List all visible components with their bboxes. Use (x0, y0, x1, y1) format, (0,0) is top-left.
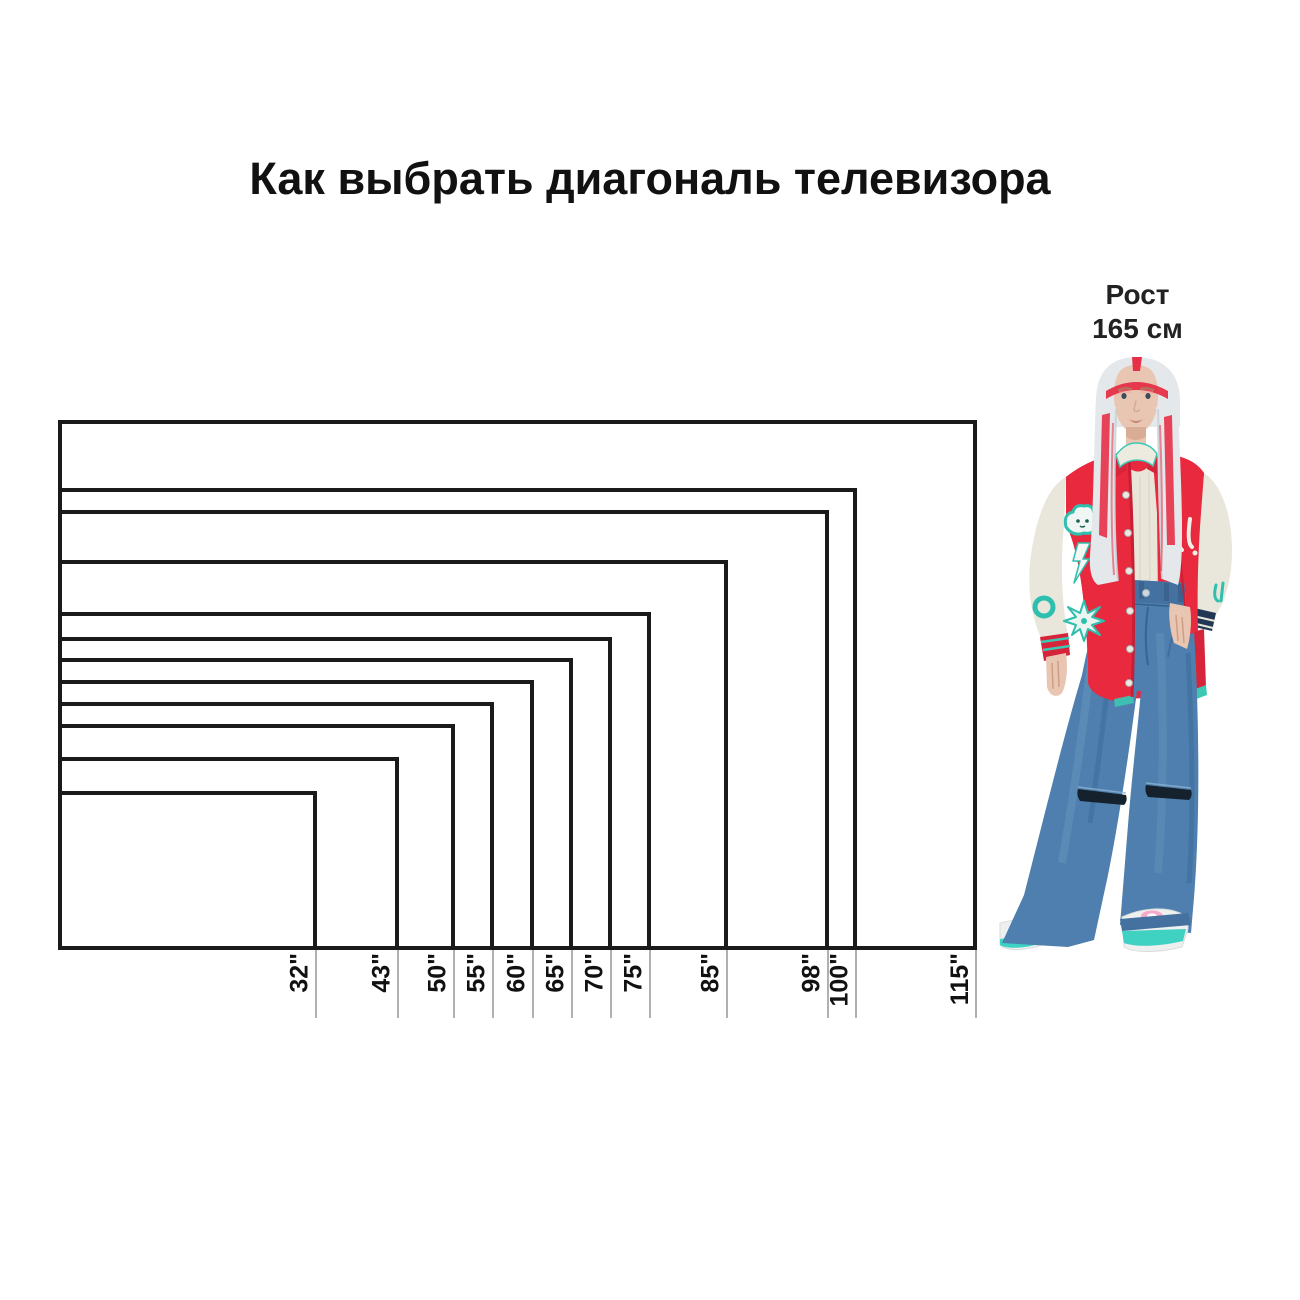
size-label-65: 65" (542, 953, 570, 993)
size-label-100: 100" (826, 953, 854, 1007)
jeans-rip-right (1145, 785, 1192, 800)
person-hair-streak-part (1132, 357, 1142, 371)
tick-line-75 (649, 950, 651, 1018)
person-nose (1133, 400, 1140, 413)
jeans-highlight-right (1154, 632, 1167, 874)
person-hair-strands (1110, 422, 1164, 576)
size-label-98: 98" (798, 953, 826, 993)
tick-line-65 (571, 950, 573, 1018)
tick-line-70 (610, 950, 612, 1018)
person-hair-streak-right (1164, 415, 1175, 545)
jacket-buttons (1122, 491, 1134, 687)
person-hair-streak-band (1106, 382, 1168, 399)
jacket-placket-edge (1127, 456, 1135, 698)
person-eye-right (1145, 393, 1151, 399)
jacket-collar-band (1115, 442, 1158, 469)
person-neck-shadow (1126, 427, 1146, 440)
patch-starburst (1063, 600, 1105, 642)
jeans-belt-loop (1178, 584, 1183, 602)
jeans-rip-left (1077, 789, 1127, 805)
tick-line-98 (827, 950, 829, 1018)
jeans-belt-loop (1139, 581, 1144, 599)
jacket-sleeve-right (1192, 473, 1232, 615)
size-label-55: 55" (463, 953, 491, 993)
person-eyebrows (1117, 386, 1155, 392)
tick-line-100 (855, 950, 857, 1018)
size-label-50: 50" (424, 953, 452, 993)
size-label-70: 70" (581, 953, 609, 993)
person-hand-right-in-pocket (1169, 603, 1191, 649)
person-face (1114, 365, 1158, 433)
size-label-115: 115" (946, 953, 974, 1006)
patch-elbow-ring (1032, 595, 1056, 619)
jeans-shade-left (1087, 682, 1111, 824)
jeans-rip-fray (1077, 782, 1192, 794)
person-height-line2: 165 см (1092, 313, 1183, 344)
jeans-hem-right (1120, 913, 1191, 931)
person-height-label: Рост 165 см (1035, 278, 1240, 346)
jeans-fly-stitch (1144, 606, 1149, 666)
patch-sleeve-glyph (1213, 581, 1225, 603)
tick-line-85 (726, 950, 728, 1018)
person-eye-left (1121, 393, 1127, 399)
size-label-60: 60" (503, 953, 531, 993)
tick-line-50 (453, 950, 455, 1018)
size-label-32: 32" (286, 953, 314, 993)
tick-line-115 (975, 950, 977, 1018)
tick-line-32 (315, 950, 317, 1018)
patch-lightning (1072, 542, 1091, 584)
jeans-shade-right (1185, 652, 1195, 884)
size-label-43: 43" (368, 953, 396, 993)
jacket-hem-left-teal (1114, 695, 1134, 707)
jeans (1002, 579, 1199, 947)
person-hand-left (1046, 653, 1067, 696)
jeans-belt-loop (1164, 583, 1169, 601)
person-hair-streak-left (1099, 413, 1110, 538)
size-label-85: 85" (697, 953, 725, 993)
person-eyeshadow (1119, 390, 1153, 394)
size-label-75: 75" (620, 953, 648, 993)
person-illustration (999, 357, 1232, 952)
jeans-button (1142, 589, 1150, 597)
jacket-cuff-left-stripes (1040, 636, 1071, 652)
tv-rect-115 (58, 420, 977, 950)
person-height-line1: Рост (1105, 279, 1170, 310)
person-lips (1129, 419, 1143, 423)
tick-line-60 (532, 950, 534, 1018)
page-title: Как выбрать диагональ телевизора (249, 153, 1051, 205)
tick-line-55 (492, 950, 494, 1018)
tick-line-43 (397, 950, 399, 1018)
